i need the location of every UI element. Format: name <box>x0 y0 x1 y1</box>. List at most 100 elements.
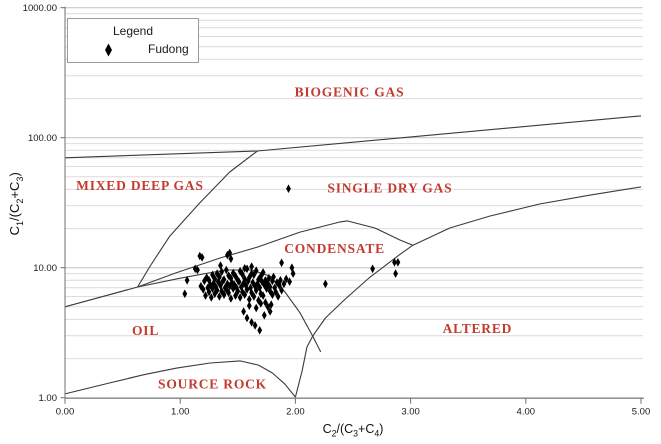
scatter-point <box>270 290 275 299</box>
zone-label: ALTERED <box>443 321 513 336</box>
zone-label: MIXED DEEP GAS <box>76 178 203 193</box>
boundary-condensate-top <box>137 220 414 288</box>
scatter-point <box>184 276 190 285</box>
scatter-point <box>192 264 198 274</box>
diamond-marker-icon <box>105 43 112 57</box>
zone-labels: BIOGENIC GAS MIXED DEEP GAS SINGLE DRY GAS… <box>76 84 513 391</box>
scatter-point <box>228 273 234 283</box>
scatter-point <box>243 281 249 290</box>
scatter-point <box>223 265 229 275</box>
scatter-point <box>323 279 328 289</box>
scatter-point <box>215 277 221 286</box>
scatter-point <box>227 281 233 291</box>
scatter-point <box>283 274 289 284</box>
scatter-point <box>233 291 238 300</box>
scatter-point <box>286 184 291 193</box>
scatter-point <box>210 270 215 280</box>
zone-label: OIL <box>132 323 159 338</box>
x-tick-label: 3.00 <box>401 407 420 418</box>
scatter-point <box>234 283 239 293</box>
scatter-point <box>274 278 280 287</box>
scatter-point <box>252 321 258 330</box>
y-axis-title: C1/(C2+C3) <box>7 172 25 236</box>
scatter-point <box>257 326 263 335</box>
x-tick-label: 0.00 <box>56 407 75 418</box>
scatter-point <box>244 313 250 323</box>
y-tick-label: 1000.00 <box>23 3 57 14</box>
scatter-point <box>203 291 208 300</box>
scatter-point <box>253 303 259 313</box>
scatter-point <box>235 286 241 296</box>
scatter-point <box>218 261 223 270</box>
zone-label: SINGLE DRY GAS <box>327 181 452 196</box>
scatter-point <box>256 275 261 284</box>
scatter-point <box>214 286 220 295</box>
boundary-source-rock-top <box>64 360 296 398</box>
scatter-point <box>202 276 207 286</box>
scatter-point <box>267 282 273 292</box>
scatter-point <box>237 293 243 302</box>
scatter-point <box>226 288 231 298</box>
scatter-point <box>182 289 188 299</box>
x-axis-title: C2/(C3+C4) <box>322 422 384 439</box>
scatter-point <box>240 287 245 297</box>
zone-label: BIOGENIC GAS <box>295 84 405 99</box>
legend: Legend Fudong <box>67 18 199 63</box>
scatter-point <box>287 277 292 286</box>
scatter-point <box>210 284 215 293</box>
scatter-point <box>200 285 206 294</box>
y-tick-label: 10.00 <box>33 263 57 274</box>
scatter-point <box>207 280 213 289</box>
scatter-point <box>195 265 200 275</box>
boundary-altered-curve <box>294 186 642 398</box>
scatter-point <box>251 292 257 301</box>
scatter-point <box>206 276 212 285</box>
scatter-point <box>263 298 268 307</box>
scatter-point <box>208 293 214 302</box>
scatter-point <box>370 264 375 274</box>
scatter-point <box>230 284 236 293</box>
scatter-point <box>281 279 287 289</box>
scatter-point <box>258 299 264 308</box>
scatter-point <box>225 279 230 289</box>
scatter-point <box>267 307 273 316</box>
scatter-point <box>219 286 225 296</box>
scatter-point <box>221 290 227 299</box>
boundary-mixed-gas-right <box>137 150 258 288</box>
scatter-point <box>271 272 276 282</box>
scatter-point <box>212 274 218 284</box>
scatter-series-fudong <box>182 184 401 335</box>
x-tick-label: 2.00 <box>286 407 305 418</box>
scatter-point <box>275 292 281 301</box>
scatter-point <box>242 290 248 299</box>
scatter-point <box>261 311 267 320</box>
legend-item-fudong: Fudong <box>68 41 198 59</box>
scatter-point <box>204 273 210 282</box>
legend-series-label: Fudong <box>148 42 189 56</box>
scatter-point <box>260 268 266 277</box>
boundary-biogenic-line <box>64 115 642 159</box>
gridlines <box>65 7 643 399</box>
scatter-point <box>253 266 259 275</box>
scatter-point <box>249 262 254 271</box>
scatter-point <box>279 258 284 268</box>
scatter-point <box>249 288 254 298</box>
scatter-point <box>228 254 234 264</box>
scatter-point <box>260 291 266 300</box>
scatter-point <box>227 248 233 258</box>
scatter-point <box>246 295 252 304</box>
scatter-point <box>217 292 222 301</box>
scatter-point <box>393 269 398 278</box>
scatter-point <box>240 270 245 279</box>
axes: 0.00 1.00 2.00 3.00 4.00 5.00 1.00 10.00 100.00 1… <box>23 3 651 418</box>
scatter-point <box>273 287 279 297</box>
scatter-point <box>198 281 204 291</box>
y-tick-label: 100.00 <box>28 133 57 144</box>
x-tick-label: 1.00 <box>171 407 190 418</box>
x-tick-label: 5.00 <box>632 407 651 418</box>
boundary-left-diagonal <box>64 286 138 308</box>
scatter-point <box>249 318 254 327</box>
scatter-point <box>392 258 397 267</box>
